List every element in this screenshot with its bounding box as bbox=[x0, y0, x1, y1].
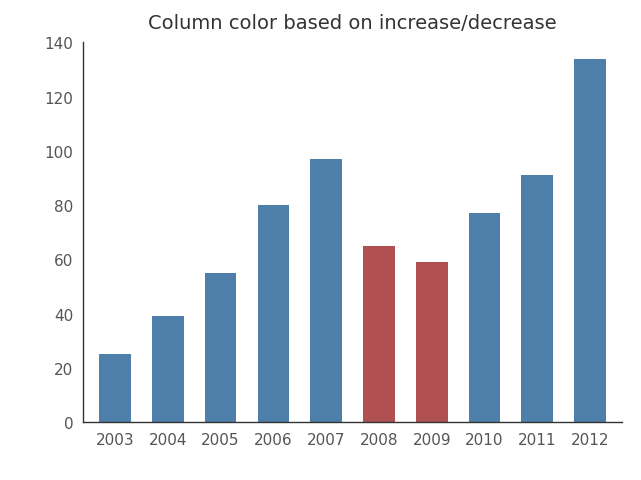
Bar bbox=[99, 355, 131, 422]
Bar bbox=[204, 274, 237, 422]
Bar bbox=[310, 160, 342, 422]
Bar bbox=[152, 317, 183, 422]
Bar bbox=[574, 60, 606, 422]
Title: Column color based on increase/decrease: Column color based on increase/decrease bbox=[148, 14, 557, 33]
Bar bbox=[258, 206, 289, 422]
Bar bbox=[363, 246, 395, 422]
Bar bbox=[469, 214, 501, 422]
Bar bbox=[522, 176, 553, 422]
Bar bbox=[416, 263, 447, 422]
